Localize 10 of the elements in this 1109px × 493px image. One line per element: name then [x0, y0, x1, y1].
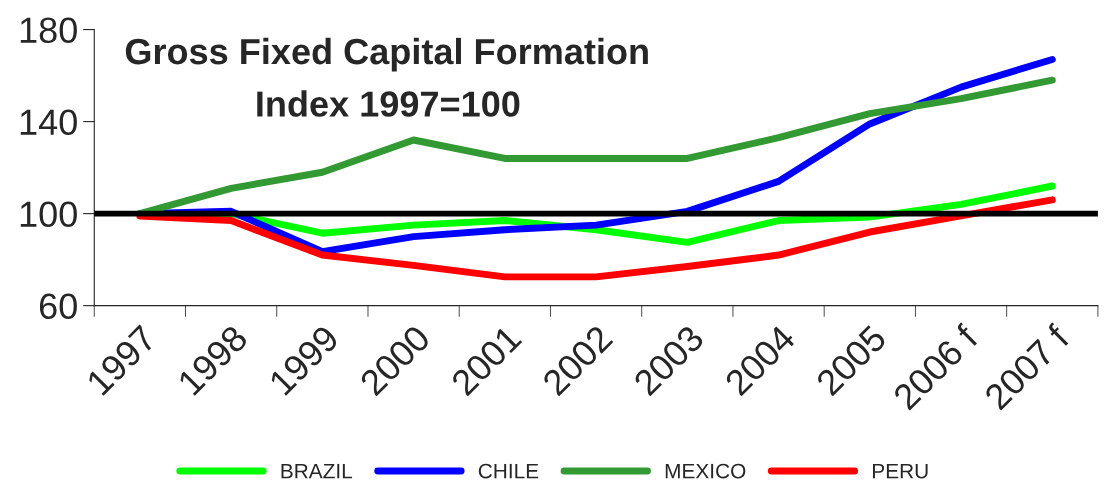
y-tick-label: 140	[20, 109, 77, 136]
text: Index 1997=100	[257, 90, 520, 117]
y-tick-label: 100	[20, 201, 77, 228]
legend-label: MEXICO	[665, 463, 746, 479]
chart-title: Gross Fixed Capital Formation	[125, 37, 648, 72]
legend-label: PERU	[873, 463, 928, 479]
legend-label: BRAZIL	[281, 463, 353, 479]
legend-label: CHILE	[478, 463, 539, 479]
y-tick-label: 180	[20, 17, 77, 44]
y-tick-label: 60	[39, 293, 77, 320]
